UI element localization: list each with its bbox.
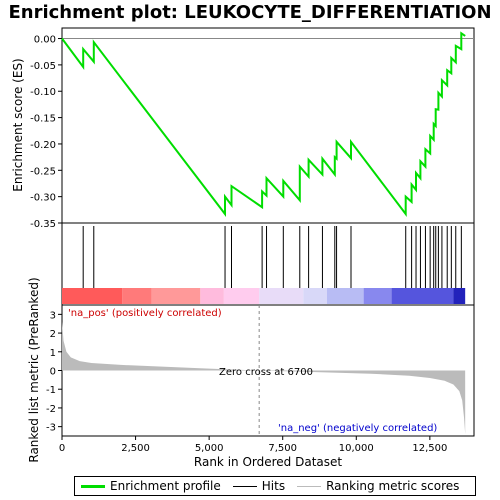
es-panel: 0.00 -0.05 -0.10 -0.15 -0.20 -0.25 -0.30 -0.35 [30, 27, 475, 230]
zero-cross-label: Zero cross at 6700 [219, 367, 313, 378]
metric-y-tick-label: 1 [50, 348, 56, 359]
x-axis-label: Rank in Ordered Dataset [194, 455, 342, 469]
legend-label: Ranking metric scores [326, 479, 460, 493]
legend-item: Enrichment profile [81, 479, 221, 493]
legend-item: Hits [232, 479, 286, 493]
metric-y-tick-label: 3 [50, 310, 56, 321]
negative-label: 'na_neg' (negatively correlated) [278, 423, 437, 434]
x-tick-label: 0 [59, 443, 65, 454]
legend-swatch [81, 484, 105, 488]
es-y-tick-label: 0.00 [34, 35, 56, 46]
es-y-tick-label: -0.20 [30, 140, 56, 151]
x-tick-label: 12,500 [412, 443, 447, 454]
heat-segment [62, 288, 123, 304]
x-tick-label: 5,000 [195, 443, 224, 454]
es-y-tick-label: -0.15 [30, 114, 56, 125]
metric-y-tick-label: -2 [46, 404, 56, 415]
legend-label: Enrichment profile [110, 479, 221, 493]
metric-y-tick-label: 2 [50, 329, 56, 340]
hits-panel [61, 222, 475, 306]
es-y-tick-label: -0.25 [30, 166, 56, 177]
heat-segment [223, 288, 260, 304]
legend-swatch [232, 485, 257, 487]
chart-title: Enrichment plot: LEUKOCYTE_DIFFERENTIATI… [8, 2, 491, 23]
heat-segment [326, 288, 364, 304]
es-profile-line [61, 31, 466, 217]
metric-y-axis-label: Ranked list metric (PreRanked) [27, 277, 41, 462]
heat-segment [391, 288, 454, 304]
legend-label: Hits [261, 479, 286, 493]
heat-segment [200, 288, 224, 304]
x-tick-label: 10,000 [339, 443, 374, 454]
legend-item: Ranking metric scores [297, 479, 459, 493]
heat-segment [363, 288, 392, 304]
x-tick-label: 2,500 [121, 443, 150, 454]
es-y-tick-label: -0.10 [30, 87, 56, 98]
metric-y-tick-label: -1 [46, 385, 56, 396]
es-y-axis-label: Enrichment score (ES) [11, 58, 25, 191]
es-y-tick-label: -0.35 [30, 219, 56, 230]
heat-segment [151, 288, 201, 304]
metric-y-tick-label: -3 [46, 423, 56, 434]
positive-label: 'na_pos' (positively correlated) [68, 308, 222, 319]
heat-segment [453, 288, 466, 304]
metric-y-tick-label: 0 [50, 367, 56, 378]
legend-swatch [297, 485, 322, 487]
heat-segment [303, 288, 327, 304]
es-y-tick-label: -0.30 [30, 193, 56, 204]
metric-panel: 3 2 1 0 -1 -2 -3 'na_pos' (positively correlat… [46, 304, 475, 437]
heat-segment [259, 288, 304, 304]
es-y-tick-label: -0.05 [30, 61, 56, 72]
legend: Enrichment profile Hits Ranking metric sco… [74, 476, 476, 496]
x-tick-label: 7,500 [268, 443, 297, 454]
heat-segment [122, 288, 152, 304]
